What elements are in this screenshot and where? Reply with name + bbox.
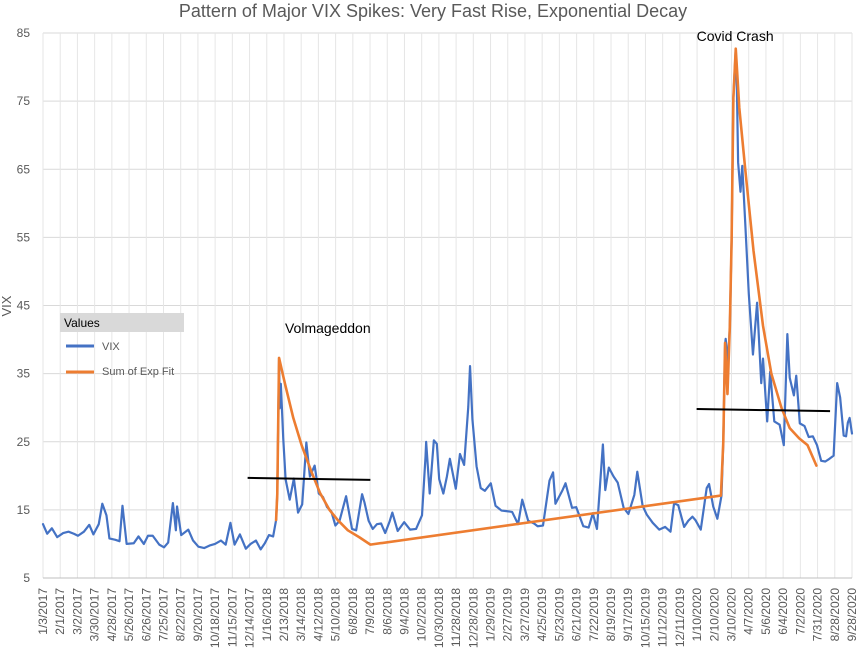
legend-title: Values xyxy=(64,316,100,330)
gridlines xyxy=(42,32,853,579)
x-tick-label: 4/25/2019 xyxy=(535,588,549,642)
x-tick-label: 2/13/2018 xyxy=(277,588,291,642)
x-tick-label: 5/10/2018 xyxy=(329,588,343,642)
reference-line xyxy=(696,408,831,413)
x-tick-label: 4/7/2020 xyxy=(742,588,756,635)
x-tick-label: 2/27/2019 xyxy=(501,588,515,642)
x-tick-label: 10/15/2019 xyxy=(638,588,652,648)
series-line-vix xyxy=(41,47,854,551)
x-tick-label: 5/23/2019 xyxy=(552,588,566,642)
x-tick-label: 1/3/2017 xyxy=(36,588,50,635)
x-tick-label: 4/28/2017 xyxy=(105,588,119,642)
x-tick-label: 9/4/2018 xyxy=(397,588,411,635)
x-tick-label: 3/10/2020 xyxy=(725,588,739,642)
x-tick-label: 6/21/2019 xyxy=(570,588,584,642)
annotation-label: Covid Crash xyxy=(697,28,774,44)
x-tick-label: 7/25/2017 xyxy=(156,588,170,642)
x-tick-label: 12/14/2017 xyxy=(243,588,257,648)
annotations: Volmageddon Covid Crash xyxy=(285,28,774,336)
x-tick-label: 10/2/2018 xyxy=(415,588,429,642)
reference-line xyxy=(247,476,371,481)
x-tick-label: 6/8/2018 xyxy=(346,588,360,635)
legend: Values VIX Sum of Exp Fit xyxy=(60,313,184,378)
x-axis: 1/3/2017 2/1/2017 3/2/2017 3/30/2017 4/28/20… xyxy=(36,588,859,648)
x-tick-label: 9/17/2019 xyxy=(621,588,635,642)
chart-title: Pattern of Major VIX Spikes: Very Fast R… xyxy=(179,1,687,21)
x-tick-label: 3/30/2017 xyxy=(88,588,102,642)
x-tick-label: 7/9/2018 xyxy=(363,588,377,635)
x-tick-label: 8/28/2020 xyxy=(828,588,842,642)
x-tick-label: 4/12/2018 xyxy=(311,588,325,642)
x-tick-label: 1/10/2020 xyxy=(690,588,704,642)
x-tick-label: 10/30/2018 xyxy=(432,588,446,648)
x-tick-label: 9/20/2017 xyxy=(191,588,205,642)
x-tick-label: 8/19/2019 xyxy=(604,588,618,642)
x-tick-label: 11/15/2017 xyxy=(225,588,239,647)
y-tick-label: 35 xyxy=(17,367,31,381)
annotation-label: Volmageddon xyxy=(285,320,371,336)
x-tick-label: 7/2/2020 xyxy=(793,588,807,635)
x-tick-label: 6/4/2020 xyxy=(776,588,790,635)
legend-label-vix: VIX xyxy=(102,341,120,353)
y-tick-label: 5 xyxy=(23,571,30,585)
x-tick-label: 11/28/2018 xyxy=(449,588,463,647)
x-tick-label: 2/1/2017 xyxy=(53,588,67,635)
y-tick-label: 25 xyxy=(17,435,31,449)
x-tick-label: 11/12/2019 xyxy=(656,588,670,647)
y-tick-label: 55 xyxy=(17,230,31,244)
x-tick-label: 6/26/2017 xyxy=(139,588,153,642)
x-tick-label: 1/16/2018 xyxy=(260,588,274,642)
series-line-exp-fit xyxy=(274,47,818,546)
y-axis: 5 15 25 35 45 55 65 75 85 xyxy=(17,26,852,585)
x-tick-label: 1/29/2019 xyxy=(484,588,498,642)
x-tick-label: 8/22/2017 xyxy=(174,588,188,642)
y-tick-label: 45 xyxy=(17,299,31,313)
x-tick-label: 8/6/2018 xyxy=(380,588,394,635)
reference-lines xyxy=(247,408,831,481)
x-tick-label: 9/28/2020 xyxy=(845,588,859,642)
legend-label-exp-fit: Sum of Exp Fit xyxy=(102,366,174,378)
legend-title-background xyxy=(60,313,184,332)
x-tick-label: 5/26/2017 xyxy=(122,588,136,642)
x-tick-label: 3/27/2019 xyxy=(518,588,532,642)
x-tick-label: 7/31/2020 xyxy=(811,588,825,642)
x-tick-label: 3/14/2018 xyxy=(294,588,308,642)
y-axis-label: VIX xyxy=(0,295,14,316)
x-tick-label: 5/6/2020 xyxy=(759,588,773,635)
y-tick-label: 75 xyxy=(17,94,31,108)
y-tick-label: 15 xyxy=(17,503,31,517)
x-tick-label: 12/11/2019 xyxy=(673,588,687,647)
x-tick-label: 10/18/2017 xyxy=(208,588,222,648)
x-tick-label: 7/22/2019 xyxy=(587,588,601,642)
series-layer xyxy=(41,47,854,551)
x-tick-label: 12/28/2018 xyxy=(466,588,480,648)
y-tick-label: 85 xyxy=(17,26,31,40)
y-tick-label: 65 xyxy=(17,162,31,176)
x-tick-label: 3/2/2017 xyxy=(70,588,84,635)
x-tick-label: 2/10/2020 xyxy=(707,588,721,642)
